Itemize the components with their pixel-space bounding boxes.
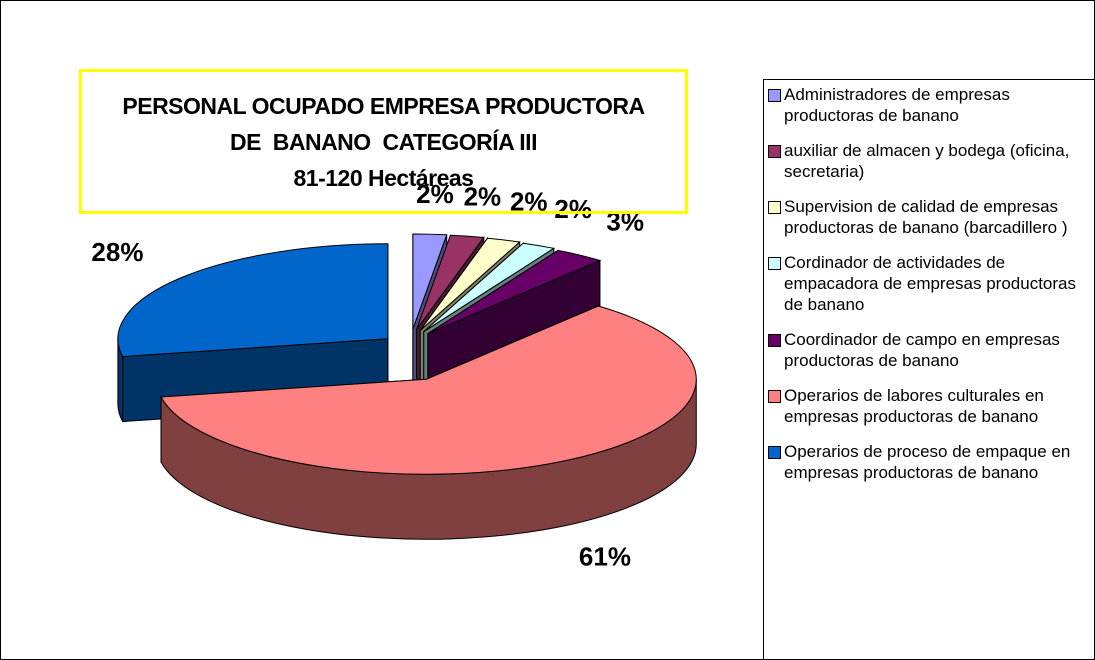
legend-swatch	[768, 334, 781, 347]
legend-item: Operarios de proceso de empaque en empre…	[768, 441, 1094, 483]
pie-slice	[423, 242, 556, 332]
legend-label: Coordinador de campo en empresas product…	[784, 330, 1060, 370]
title-line: PERSONAL OCUPADO EMPRESA PRODUCTORA	[122, 92, 645, 119]
pie-slice	[160, 305, 697, 475]
legend-label: Cordinador de actividades de empacadora …	[784, 253, 1076, 314]
data-label: 2%	[416, 179, 454, 209]
chart-title: PERSONAL OCUPADO EMPRESA PRODUCTORA DE BA…	[79, 69, 688, 214]
pie-slice	[416, 234, 485, 330]
data-label: 2%	[554, 194, 592, 224]
title-line: DE BANANO CATEGORÍA III	[230, 128, 537, 155]
legend-label: auxiliar de almacen y bodega (oficina, s…	[784, 141, 1070, 181]
legend-item: Operarios de labores culturales en empre…	[768, 385, 1094, 427]
pie-slice	[419, 237, 521, 331]
data-label: 28%	[91, 237, 143, 267]
data-label: 61%	[579, 542, 631, 572]
legend-swatch	[768, 390, 781, 403]
legend-item: auxiliar de almacen y bodega (oficina, s…	[768, 140, 1094, 182]
legend: Administradores de empresas productoras …	[763, 79, 1094, 659]
legend-item: Coordinador de campo en empresas product…	[768, 329, 1094, 371]
legend-item: Supervision de calidad de empresas produ…	[768, 196, 1094, 238]
legend-swatch	[768, 257, 781, 270]
title-line: 81-120 Hectáreas	[293, 164, 474, 191]
legend-label: Supervision de calidad de empresas produ…	[784, 197, 1068, 237]
legend-swatch	[768, 446, 781, 459]
legend-label: Operarios de proceso de empaque en empre…	[784, 442, 1071, 482]
legend-label: Administradores de empresas productoras …	[784, 85, 1010, 125]
pie-slice	[412, 233, 448, 330]
pie-area: 2% 2% 2% 2% 3%61%28%	[91, 179, 697, 572]
legend-item: Cordinador de actividades de empacadora …	[768, 252, 1094, 315]
data-label: 2%	[464, 182, 502, 212]
legend-label: Operarios de labores culturales en empre…	[784, 386, 1044, 426]
legend-swatch	[768, 201, 781, 214]
legend-item: Administradores de empresas productoras …	[768, 84, 1094, 126]
legend-swatch	[768, 145, 781, 158]
pie-slice	[117, 243, 389, 358]
pie-slice	[427, 249, 602, 335]
legend-swatch	[768, 89, 781, 102]
